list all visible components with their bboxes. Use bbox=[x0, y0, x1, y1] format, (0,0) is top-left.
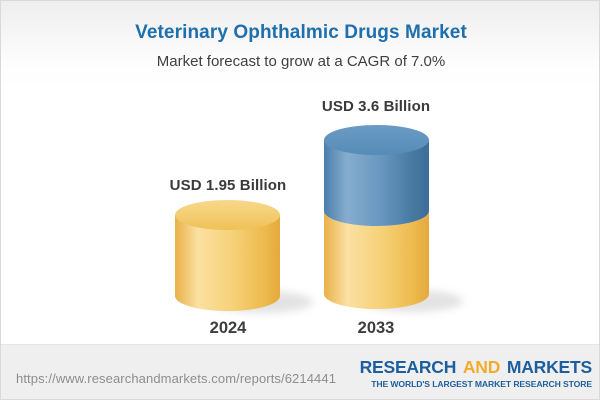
bar-2033-cylinder bbox=[324, 125, 429, 309]
value-label-2024: USD 1.95 Billion bbox=[169, 177, 287, 194]
logo-word-markets: MARKETS bbox=[506, 356, 592, 377]
logo-word-and: AND bbox=[462, 356, 501, 377]
footer-bar: https://www.researchandmarkets.com/repor… bbox=[1, 344, 599, 399]
report-url: https://www.researchandmarkets.com/repor… bbox=[16, 371, 337, 386]
bar-2033-base-segment bbox=[324, 211, 429, 309]
logo-word-research: RESEARCH bbox=[359, 356, 457, 377]
research-and-markets-logo: RESEARCH AND MARKETS THE WORLD'S LARGEST… bbox=[359, 356, 593, 390]
logo-tagline: THE WORLD'S LARGEST MARKET RESEARCH STOR… bbox=[371, 379, 592, 390]
bar-2024-cylinder bbox=[175, 200, 280, 312]
logo-wordmark: RESEARCH AND MARKETS bbox=[359, 356, 593, 377]
category-label-2033: 2033 bbox=[357, 319, 395, 337]
bar-2033-growth-segment bbox=[324, 140, 429, 226]
chart-subtitle: Market forecast to grow at a CAGR of 7.0… bbox=[156, 53, 446, 70]
category-label-2024: 2024 bbox=[209, 319, 247, 337]
value-label-2033: USD 3.6 Billion bbox=[321, 98, 431, 115]
chart-title: Veterinary Ophthalmic Drugs Market bbox=[135, 22, 467, 43]
chart-header: Veterinary Ophthalmic Drugs Market Marke… bbox=[1, 1, 599, 89]
